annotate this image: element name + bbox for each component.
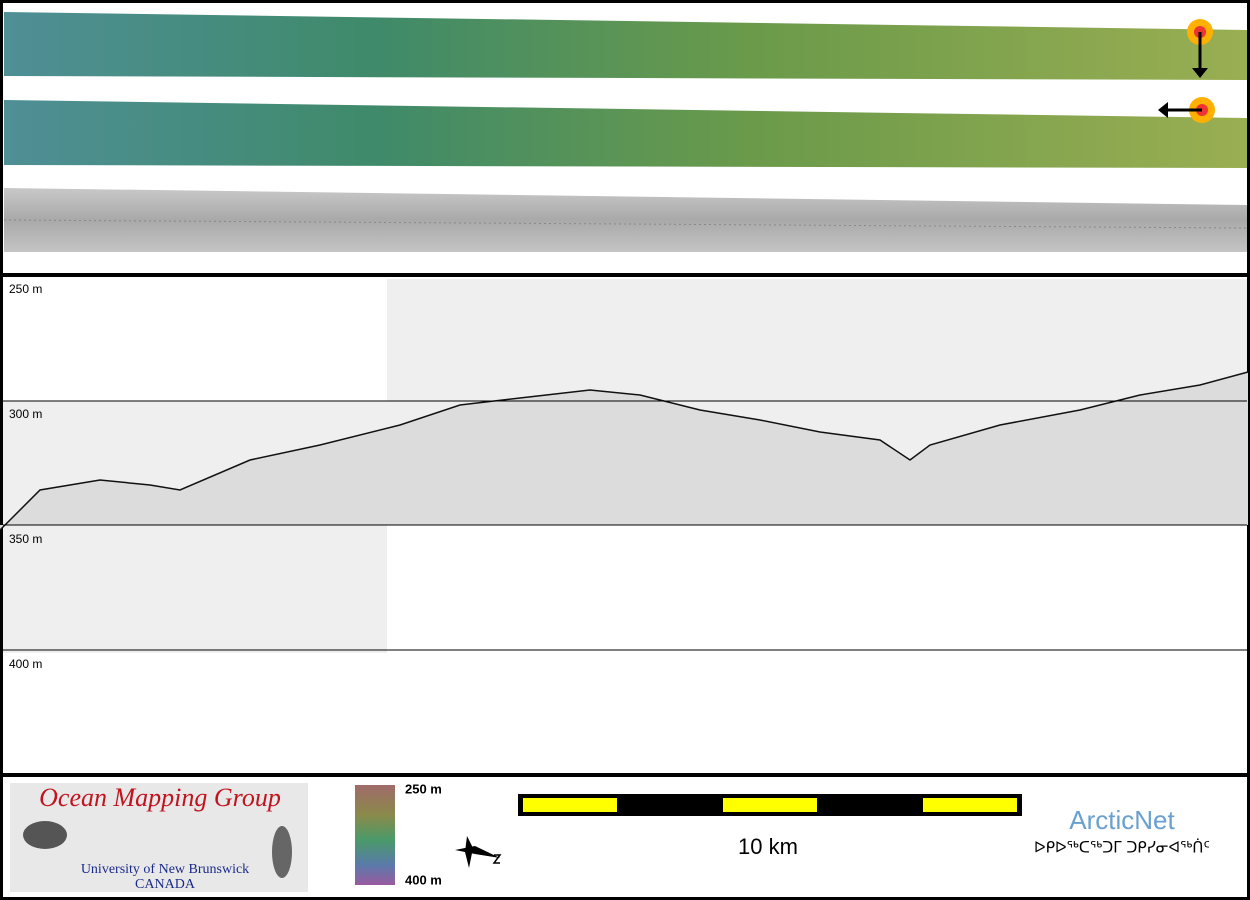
logo-graphic xyxy=(272,826,292,878)
depth-label: 250 m xyxy=(9,282,42,296)
logo-graphic xyxy=(23,821,67,849)
nadir-line xyxy=(3,219,1248,229)
north-arrow xyxy=(455,836,502,868)
logo-title: Ocean Mapping Group xyxy=(39,783,281,812)
scale-label: 10 km xyxy=(738,834,798,859)
partner-name: ArcticNet xyxy=(1069,805,1175,835)
depth-lines xyxy=(3,400,1247,651)
partner-syllabics: ᐅᑭᐅᖅᑕᖅᑐᒥ ᑐᑭᓯᓂᐊᖅᑏᑦ xyxy=(1034,839,1210,857)
logo-line: CANADA xyxy=(135,877,196,892)
color-label: 400 m xyxy=(405,872,442,887)
sidescan-strip xyxy=(4,188,1247,252)
seafloor-trace xyxy=(0,371,1249,531)
scale-segment xyxy=(723,798,817,812)
depth-label: 400 m xyxy=(9,657,42,671)
depth-label: 350 m xyxy=(9,532,42,546)
bathymetry-strip xyxy=(4,100,1247,168)
logo-line: University of New Brunswick xyxy=(81,862,249,877)
bathymetry-strip xyxy=(4,12,1247,80)
echogram-shade xyxy=(3,401,387,653)
color-label: 250 m xyxy=(405,781,442,796)
color-bar xyxy=(355,785,395,885)
echogram-fill xyxy=(0,372,1248,530)
sun-icons xyxy=(1158,19,1215,123)
scale-segment xyxy=(923,798,1017,812)
scale-segment xyxy=(523,798,617,812)
depth-label: 300 m xyxy=(9,407,42,421)
